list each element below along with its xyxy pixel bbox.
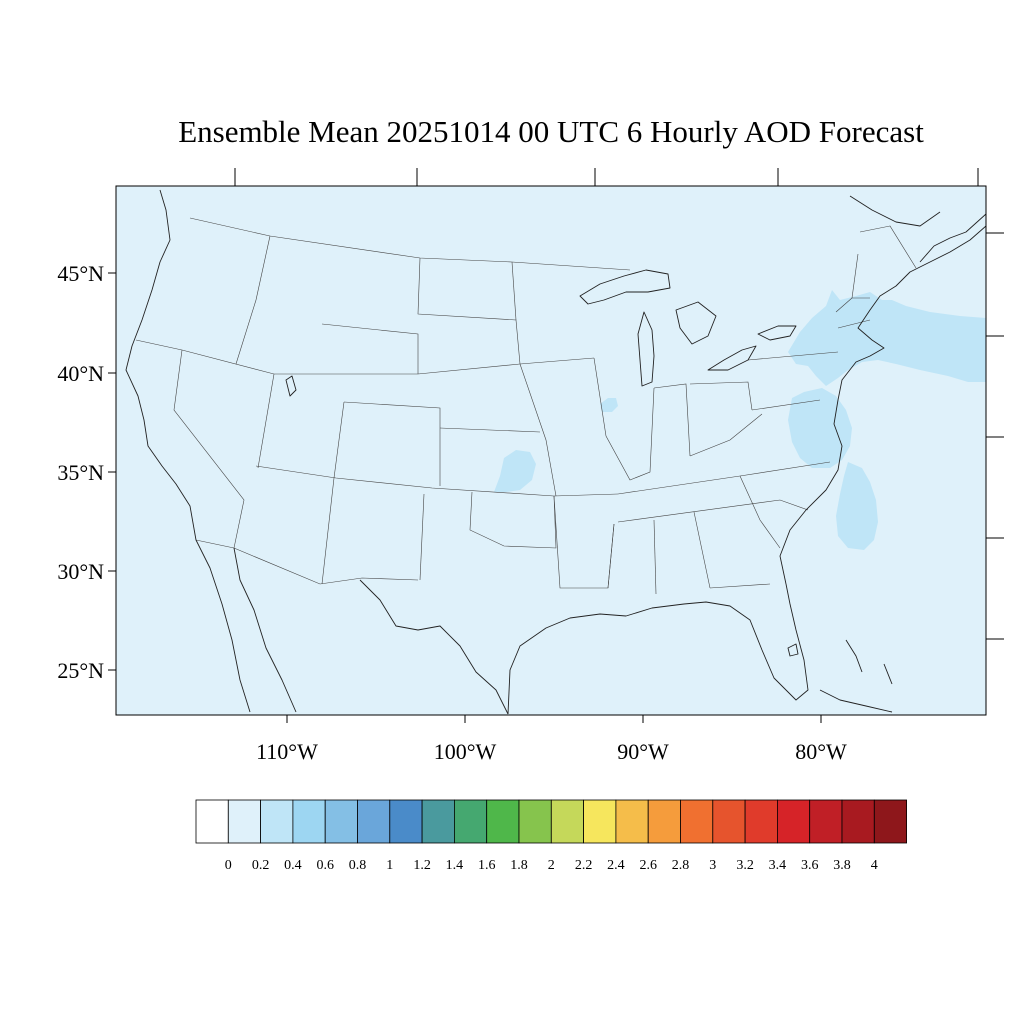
lat-label-40n: 40°N bbox=[57, 361, 104, 386]
bahamas-and-cuba bbox=[819, 639, 893, 713]
lake-okeechobee bbox=[787, 643, 799, 657]
colorbar-swatch bbox=[324, 799, 358, 844]
colorbar-label: 1.6 bbox=[478, 858, 496, 873]
colorbar-swatch bbox=[712, 799, 746, 844]
aod-plume-carolina-offshore bbox=[836, 462, 878, 550]
colorbar-swatch bbox=[841, 799, 875, 844]
colorbar-swatch bbox=[777, 799, 811, 844]
colorbar-swatch bbox=[647, 799, 681, 844]
colorbar-label: 0.6 bbox=[316, 858, 334, 873]
lon-label-110w: 110°W bbox=[256, 739, 318, 764]
lat-label-30n: 30°N bbox=[57, 559, 104, 584]
aod-plume-northeast-atlantic bbox=[788, 290, 986, 386]
colorbar-swatch bbox=[550, 799, 584, 844]
lat-label-25n: 25°N bbox=[57, 658, 104, 683]
colorbar-swatch bbox=[809, 799, 843, 844]
state-boundaries bbox=[135, 217, 917, 595]
colorbar-swatch bbox=[873, 799, 907, 844]
colorbar-label: 3.4 bbox=[769, 858, 787, 873]
lon-label-100w: 100°W bbox=[434, 739, 497, 764]
colorbar-swatch bbox=[744, 799, 778, 844]
aod-plume-illinois bbox=[600, 398, 618, 412]
longitude-labels: 110°W 100°W 90°W 80°W bbox=[256, 739, 847, 764]
colorbar-swatch bbox=[518, 799, 552, 844]
colorbar-label: 3.6 bbox=[801, 858, 819, 873]
colorbar-swatch bbox=[453, 799, 488, 844]
aod-plume-oklahoma bbox=[494, 450, 536, 492]
colorbar-swatch bbox=[227, 799, 262, 844]
colorbar-label: 1 bbox=[386, 858, 393, 873]
canada-maritimes bbox=[849, 195, 987, 263]
colorbar-label: 2.6 bbox=[639, 858, 657, 873]
colorbar-label: 0 bbox=[225, 858, 232, 873]
map-title: Ensemble Mean 20251014 00 UTC 6 Hourly A… bbox=[178, 114, 924, 149]
aod-colorbar: 0 0.2 0.4 0.6 0.8 1 1.2 1.4 1.6 1.8 2 2.2 2.4 2.6 2.8 3… bbox=[195, 799, 907, 873]
map-panel bbox=[116, 186, 986, 715]
colorbar-label: 1.4 bbox=[446, 858, 464, 873]
great-salt-lake bbox=[285, 375, 297, 397]
lon-label-90w: 90°W bbox=[617, 739, 669, 764]
colorbar-label: 0.8 bbox=[349, 858, 367, 873]
west-coast bbox=[125, 189, 251, 713]
colorbar-swatch bbox=[357, 799, 391, 844]
colorbar-swatch bbox=[260, 799, 294, 844]
atlantic-coast bbox=[779, 225, 987, 585]
colorbar-swatch bbox=[615, 799, 649, 844]
great-lake-ontario bbox=[757, 325, 797, 341]
colorbar-label: 2 bbox=[548, 858, 555, 873]
colorbar-label: 0.4 bbox=[284, 858, 302, 873]
colorbar-swatch bbox=[421, 799, 455, 844]
lat-label-45n: 45°N bbox=[57, 261, 104, 286]
colorbar-swatch bbox=[195, 799, 229, 844]
colorbar-label: 3 bbox=[709, 858, 716, 873]
colorbar-label: 1.8 bbox=[510, 858, 528, 873]
colorbar-label: 4 bbox=[871, 858, 878, 873]
mexico-gulf-coast bbox=[359, 579, 509, 715]
colorbar-swatch bbox=[292, 799, 326, 844]
lat-label-35n: 35°N bbox=[57, 460, 104, 485]
colorbar-swatch bbox=[389, 799, 423, 844]
great-lake-huron bbox=[675, 301, 717, 345]
great-lake-erie bbox=[707, 345, 757, 371]
colorbar-label: 2.8 bbox=[672, 858, 690, 873]
colorbar-swatch bbox=[486, 799, 520, 844]
great-lake-michigan bbox=[637, 311, 655, 387]
gulf-coast bbox=[507, 583, 809, 715]
colorbar-label: 3.8 bbox=[833, 858, 851, 873]
great-lake-superior bbox=[579, 269, 671, 305]
lon-label-80w: 80°W bbox=[795, 739, 847, 764]
colorbar-label: 0.2 bbox=[252, 858, 270, 873]
colorbar-label: 2.4 bbox=[607, 858, 625, 873]
colorbar-label: 3.2 bbox=[736, 858, 754, 873]
colorbar-label: 2.2 bbox=[575, 858, 593, 873]
colorbar-swatch bbox=[680, 799, 714, 844]
graticule-ticks bbox=[108, 168, 1004, 723]
baja-east-coast bbox=[233, 547, 297, 713]
coastlines bbox=[125, 189, 987, 715]
colorbar-swatch bbox=[583, 799, 617, 844]
colorbar-label: 1.2 bbox=[413, 858, 431, 873]
map-frame bbox=[115, 185, 987, 716]
aod-plume-chesapeake bbox=[788, 388, 852, 468]
aod-elevated-areas bbox=[494, 290, 986, 550]
latitude-labels: 45°N 40°N 35°N 30°N 25°N bbox=[57, 261, 104, 683]
